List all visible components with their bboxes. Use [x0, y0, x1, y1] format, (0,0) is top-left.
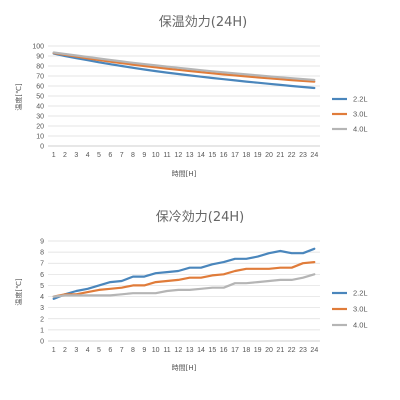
x-tick-label: 12: [174, 152, 182, 159]
legend-label: 3.0L: [353, 305, 368, 314]
x-tick-label: 20: [265, 152, 273, 159]
y-tick-label: 90: [36, 54, 44, 61]
legend-label: 4.0L: [353, 125, 368, 134]
x-tick-label: 16: [220, 152, 228, 159]
x-tick-label: 2: [63, 152, 67, 159]
x-tick-label: 7: [120, 152, 124, 159]
y-axis-label: 温度[℃]: [14, 83, 23, 111]
x-tick-label: 1: [52, 152, 56, 159]
x-tick-label: 8: [131, 152, 135, 159]
y-tick-label: 6: [40, 272, 44, 279]
y-tick-label: 5: [40, 283, 44, 290]
x-tick-label: 15: [208, 347, 216, 354]
x-tick-label: 10: [152, 152, 160, 159]
x-tick-label: 4: [86, 152, 90, 159]
y-tick-label: 80: [36, 64, 44, 71]
y-tick-label: 4: [40, 294, 44, 301]
series-line-3-0L: [52, 261, 316, 298]
y-tick-label: 7: [40, 261, 44, 268]
x-tick-label: 10: [152, 347, 160, 354]
x-tick-label: 9: [142, 347, 146, 354]
x-tick-label: 8: [131, 347, 135, 354]
x-tick-label: 3: [74, 152, 78, 159]
y-tick-label: 3: [40, 305, 44, 312]
x-axis-label: 時間[H]: [172, 170, 197, 178]
x-tick-label: 2: [63, 347, 67, 354]
x-tick-label: 11: [163, 347, 170, 354]
x-tick-label: 19: [254, 347, 262, 354]
x-tick-label: 24: [310, 347, 318, 354]
y-tick-label: 40: [36, 104, 44, 111]
x-tick-label: 21: [276, 347, 284, 354]
series-line-2-2L: [52, 52, 316, 90]
y-tick-label: 10: [36, 134, 44, 141]
x-tick-label: 15: [208, 152, 216, 159]
x-tick-label: 12: [174, 347, 182, 354]
y-tick-label: 2: [40, 316, 44, 323]
x-tick-label: 24: [310, 152, 318, 159]
x-tick-label: 13: [186, 347, 194, 354]
series-line-3-0L: [52, 51, 316, 83]
legend-label: 2.2L: [353, 95, 368, 104]
x-tick-label: 16: [220, 347, 228, 354]
x-tick-label: 19: [254, 152, 262, 159]
y-tick-label: 50: [36, 94, 44, 101]
y-tick-label: 20: [36, 124, 44, 131]
x-tick-label: 7: [120, 347, 124, 354]
x-tick-label: 5: [97, 347, 101, 354]
legend-label: 3.0L: [353, 110, 368, 119]
series-line-4-0L: [52, 273, 316, 298]
x-tick-label: 22: [288, 152, 296, 159]
y-tick-label: 60: [36, 84, 44, 91]
chart-title: 保冷効力(24H): [156, 210, 244, 225]
x-tick-label: 9: [142, 152, 146, 159]
x-tick-label: 14: [197, 152, 205, 159]
legend-label: 4.0L: [353, 321, 368, 330]
x-tick-label: 5: [97, 152, 101, 159]
chart-title: 保温効力(24H): [159, 15, 247, 30]
series-line-4-0L: [52, 51, 316, 82]
x-tick-label: 6: [108, 347, 112, 354]
y-tick-label: 100: [32, 44, 44, 51]
y-tick-label: 70: [36, 74, 44, 81]
x-tick-label: 4: [86, 347, 90, 354]
y-tick-label: 30: [36, 114, 44, 121]
x-tick-label: 23: [299, 347, 307, 354]
x-tick-label: 3: [74, 347, 78, 354]
y-tick-label: 8: [40, 250, 44, 257]
x-tick-label: 20: [265, 347, 273, 354]
x-tick-label: 22: [288, 347, 296, 354]
x-tick-label: 13: [186, 152, 194, 159]
y-tick-label: 0: [40, 144, 44, 151]
x-tick-label: 18: [242, 152, 250, 159]
y-tick-label: 0: [40, 339, 44, 346]
x-tick-label: 18: [242, 347, 250, 354]
x-tick-label: 23: [299, 152, 307, 159]
series-line-2-2L: [52, 247, 316, 300]
x-tick-label: 17: [231, 152, 239, 159]
y-tick-label: 1: [40, 327, 44, 334]
y-axis-label: 温度[℃]: [14, 278, 23, 306]
x-tick-label: 1: [52, 347, 56, 354]
x-tick-label: 14: [197, 347, 205, 354]
x-axis-label: 時間[H]: [172, 364, 197, 372]
x-tick-label: 21: [276, 152, 284, 159]
x-tick-label: 11: [163, 152, 170, 159]
legend-label: 2.2L: [353, 289, 368, 298]
x-tick-label: 6: [108, 152, 112, 159]
y-tick-label: 9: [40, 239, 44, 246]
x-tick-label: 17: [231, 347, 239, 354]
